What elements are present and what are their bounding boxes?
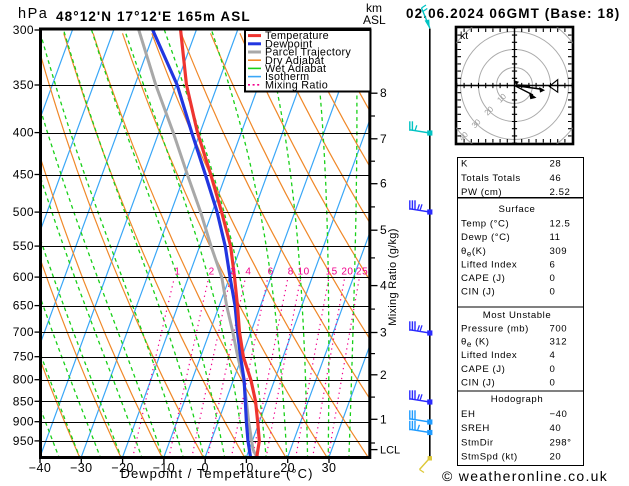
svg-text:950: 950 (13, 434, 34, 448)
svg-text:K: K (461, 159, 468, 170)
svg-text:300: 300 (13, 23, 34, 37)
svg-text:−40: −40 (29, 461, 51, 475)
svg-text:1: 1 (174, 267, 180, 278)
svg-text:11: 11 (550, 232, 561, 243)
svg-text:EH: EH (461, 409, 475, 420)
svg-text:Dewpoint / Temperature (°C): Dewpoint / Temperature (°C) (121, 466, 314, 481)
svg-text:Dewp (°C): Dewp (°C) (461, 232, 510, 243)
svg-text:48°12'N 17°12'E 165m ASL: 48°12'N 17°12'E 165m ASL (56, 9, 251, 24)
svg-text:Temp (°C): Temp (°C) (461, 219, 509, 230)
svg-text:3: 3 (230, 267, 236, 278)
svg-text:4: 4 (245, 267, 251, 278)
svg-text:7: 7 (380, 132, 387, 146)
svg-text:0: 0 (550, 273, 556, 284)
svg-text:0: 0 (550, 364, 556, 375)
svg-text:hPa: hPa (18, 6, 48, 22)
svg-text:−10: −10 (153, 461, 175, 475)
svg-text:8: 8 (288, 267, 294, 278)
svg-text:600: 600 (13, 270, 34, 284)
svg-text:StmDir: StmDir (461, 438, 494, 449)
svg-text:10: 10 (298, 267, 310, 278)
svg-text:Hodograph: Hodograph (491, 394, 543, 405)
svg-text:25: 25 (356, 267, 368, 278)
svg-text:650: 650 (13, 299, 34, 313)
svg-text:28: 28 (550, 159, 562, 170)
svg-text:−30: −30 (70, 461, 92, 475)
svg-text:0: 0 (550, 378, 556, 389)
svg-text:CIN (J): CIN (J) (461, 378, 495, 389)
svg-text:1: 1 (380, 412, 387, 426)
svg-text:350: 350 (13, 78, 34, 92)
svg-text:Totals Totals: Totals Totals (461, 173, 521, 184)
svg-text:PW (cm): PW (cm) (461, 187, 502, 198)
svg-text:θe(K): θe(K) (461, 246, 486, 259)
svg-text:6: 6 (380, 177, 387, 191)
svg-text:0: 0 (202, 461, 209, 475)
svg-text:4: 4 (380, 279, 387, 293)
svg-text:500: 500 (13, 205, 34, 219)
svg-text:© weatheronline.co.uk: © weatheronline.co.uk (442, 468, 608, 484)
svg-text:Most Unstable: Most Unstable (483, 310, 551, 321)
svg-text:θe (K): θe (K) (461, 337, 490, 350)
svg-text:309: 309 (550, 246, 568, 257)
svg-text:850: 850 (13, 394, 34, 408)
svg-text:30: 30 (322, 461, 337, 475)
svg-text:400: 400 (13, 126, 34, 140)
svg-text:0: 0 (550, 287, 556, 298)
svg-text:800: 800 (13, 373, 34, 387)
svg-text:6: 6 (268, 267, 274, 278)
svg-text:2: 2 (209, 267, 215, 278)
svg-text:02.06.2024 06GMT (Base: 18): 02.06.2024 06GMT (Base: 18) (406, 6, 620, 21)
svg-text:900: 900 (13, 415, 34, 429)
svg-text:LCL: LCL (380, 445, 400, 457)
svg-text:Wet Adiabat: Wet Adiabat (265, 63, 326, 75)
svg-text:km: km (366, 1, 382, 15)
svg-text:4: 4 (550, 350, 556, 361)
svg-text:Pressure (mb): Pressure (mb) (461, 324, 529, 335)
svg-text:298°: 298° (550, 438, 572, 449)
svg-text:750: 750 (13, 350, 34, 364)
svg-text:kt: kt (460, 30, 468, 42)
svg-text:8: 8 (380, 86, 387, 100)
svg-text:Parcel Trajectory: Parcel Trajectory (265, 47, 351, 59)
svg-text:CIN (J): CIN (J) (461, 287, 495, 298)
svg-text:15: 15 (326, 267, 338, 278)
svg-text:5: 5 (380, 223, 387, 237)
svg-text:Dry Adiabat: Dry Adiabat (265, 55, 324, 67)
svg-text:10: 10 (239, 461, 254, 475)
svg-text:Lifted Index: Lifted Index (461, 350, 517, 361)
svg-text:2.52: 2.52 (550, 187, 571, 198)
svg-text:Isotherm: Isotherm (265, 71, 309, 83)
svg-text:Dewpoint: Dewpoint (265, 38, 312, 50)
svg-text:Temperature: Temperature (265, 30, 329, 42)
svg-text:Lifted Index: Lifted Index (461, 260, 517, 271)
svg-text:700: 700 (550, 324, 568, 335)
svg-text:12.5: 12.5 (550, 219, 571, 230)
svg-text:20: 20 (280, 461, 295, 475)
svg-text:−20: −20 (111, 461, 133, 475)
svg-text:700: 700 (13, 325, 34, 339)
svg-text:20: 20 (550, 452, 562, 463)
svg-text:20: 20 (341, 267, 353, 278)
svg-text:Mixing Ratio: Mixing Ratio (265, 79, 328, 91)
svg-text:−40: −40 (550, 409, 568, 420)
svg-text:CAPE (J): CAPE (J) (461, 273, 505, 284)
svg-text:3: 3 (380, 326, 387, 340)
svg-text:CAPE (J): CAPE (J) (461, 364, 505, 375)
svg-text:Surface: Surface (499, 204, 536, 215)
svg-text:6: 6 (550, 260, 556, 271)
svg-text:ASL: ASL (363, 13, 386, 27)
svg-text:450: 450 (13, 168, 34, 182)
svg-text:550: 550 (13, 239, 34, 253)
svg-text:40: 40 (550, 423, 562, 434)
svg-text:StmSpd (kt): StmSpd (kt) (461, 452, 518, 463)
svg-text:Mixing Ratio (g/kg): Mixing Ratio (g/kg) (387, 228, 399, 325)
svg-text:2: 2 (380, 368, 387, 382)
svg-text:46: 46 (550, 173, 562, 184)
svg-text:312: 312 (550, 337, 568, 348)
svg-text:SREH: SREH (461, 423, 490, 434)
